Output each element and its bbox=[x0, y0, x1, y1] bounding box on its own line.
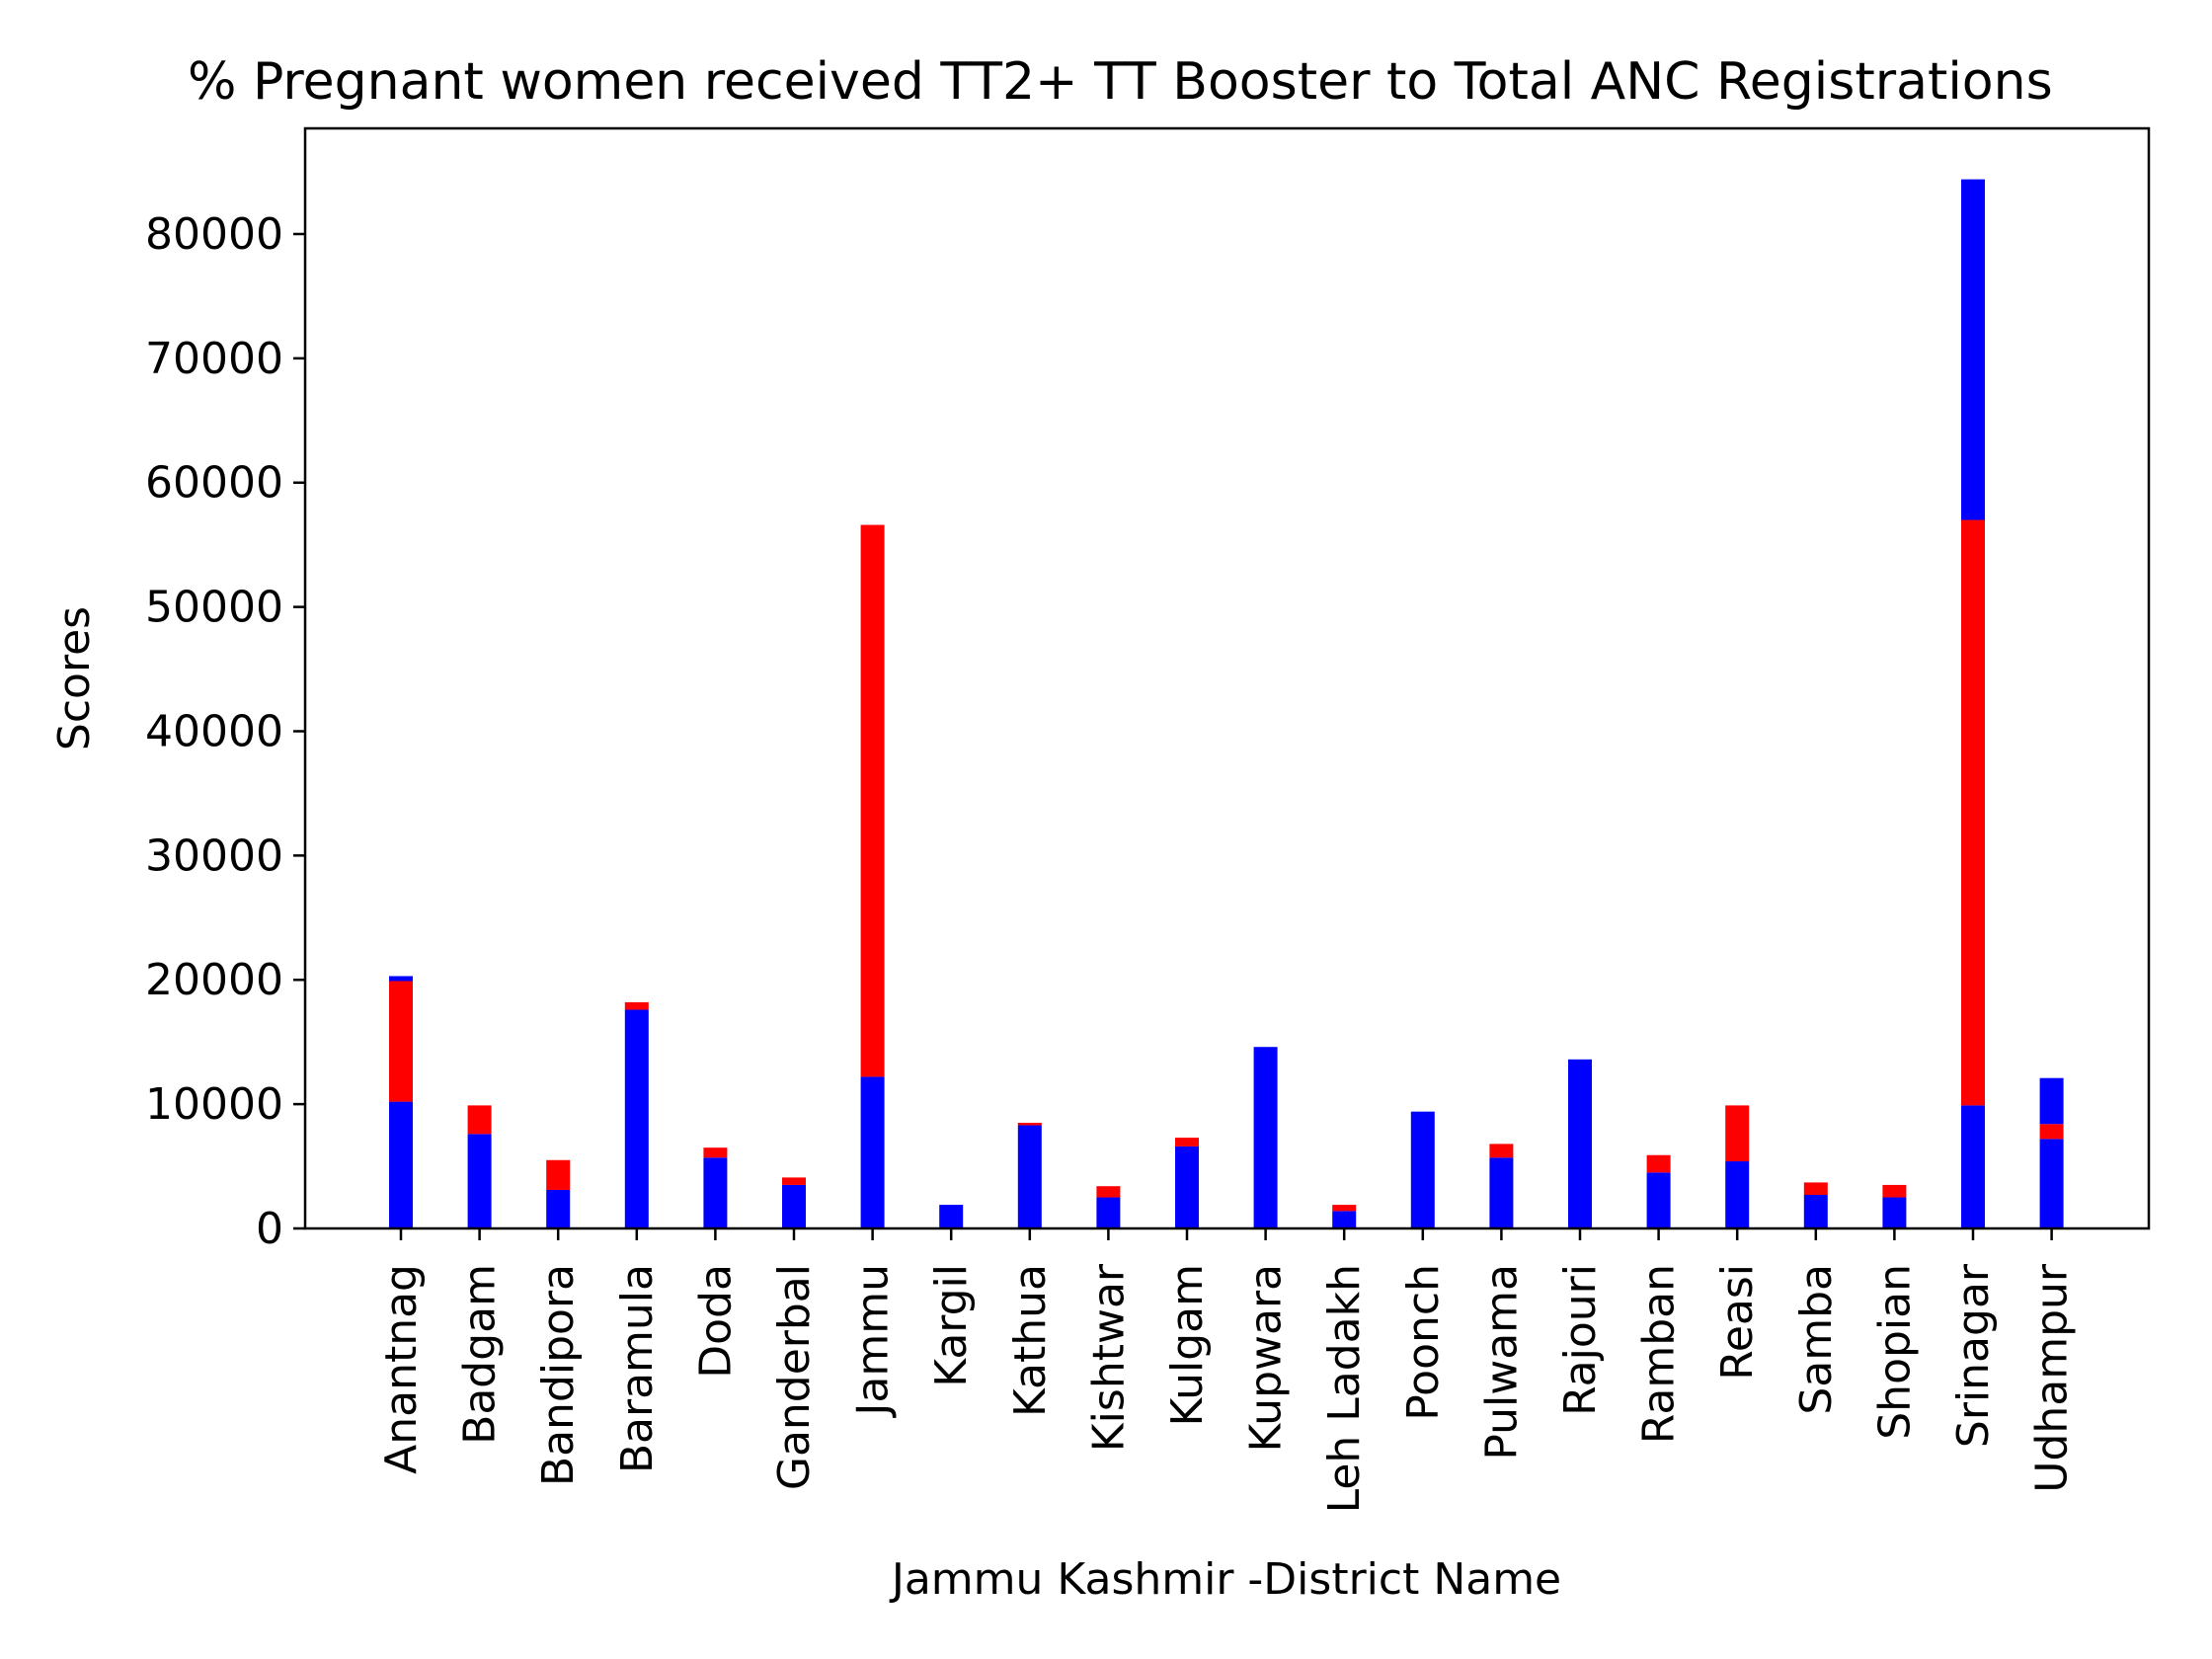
bar-kathua-segment-1 bbox=[1017, 1125, 1042, 1228]
bar-jammu-segment-2 bbox=[860, 524, 885, 1077]
bars bbox=[389, 179, 2064, 1228]
x-tick-label: Kathua bbox=[1005, 1264, 1056, 1417]
y-axis-label: Scores bbox=[49, 606, 100, 750]
x-tick-label: Kishtwar bbox=[1083, 1263, 1134, 1452]
x-tick-label: Ramban bbox=[1634, 1264, 1685, 1444]
bar-udhampur-segment-2 bbox=[2039, 1124, 2064, 1140]
bar-baramula-segment-2 bbox=[624, 1001, 649, 1010]
y-tick-label: 30000 bbox=[145, 830, 283, 881]
x-tick-label: Bandipora bbox=[533, 1264, 584, 1486]
y-tick-label: 10000 bbox=[145, 1079, 283, 1130]
bar-anantnag-segment-2 bbox=[389, 981, 413, 1102]
bar-srinagar-segment-3 bbox=[1961, 179, 1985, 520]
bar-bandipora-segment-1 bbox=[546, 1189, 571, 1228]
bar-kishtwar-segment-1 bbox=[1096, 1197, 1121, 1228]
y-tick-label: 50000 bbox=[145, 583, 283, 633]
bar-leh-ladakh-segment-2 bbox=[1332, 1205, 1357, 1212]
bar-anantnag-segment-1 bbox=[389, 1101, 413, 1228]
bar-kupwara-segment-1 bbox=[1253, 1047, 1278, 1228]
bar-udhampur-segment-3 bbox=[2039, 1077, 2064, 1125]
bar-ganderbal-segment-2 bbox=[782, 1177, 806, 1185]
y-axis-ticks: 0 10000 20000 30000 40000 50000 60000 70000 8000… bbox=[145, 209, 305, 1254]
x-tick-label: Leh Ladakh bbox=[1319, 1264, 1370, 1513]
bar-badgam-segment-1 bbox=[467, 1134, 492, 1228]
x-tick-label: Baramula bbox=[612, 1264, 663, 1473]
x-axis-label: Jammu Kashmir -District Name bbox=[889, 1554, 1561, 1605]
bar-badgam-segment-2 bbox=[467, 1105, 492, 1135]
x-tick-label: Udhampur bbox=[2027, 1263, 2078, 1493]
bar-kargil-segment-1 bbox=[939, 1205, 964, 1228]
bar-anantnag-segment-3 bbox=[389, 976, 413, 982]
bar-doda-segment-1 bbox=[703, 1157, 728, 1228]
x-tick-label: Kulgam bbox=[1162, 1264, 1213, 1427]
bar-shopian-segment-2 bbox=[1882, 1184, 1907, 1198]
x-tick-label: Rajouri bbox=[1555, 1264, 1606, 1416]
y-tick-label: 40000 bbox=[145, 706, 283, 756]
bar-ramban-segment-1 bbox=[1646, 1172, 1671, 1228]
bar-kulgam-segment-1 bbox=[1175, 1146, 1199, 1228]
bar-reasi-segment-1 bbox=[1725, 1161, 1750, 1228]
bar-shopian-segment-1 bbox=[1882, 1197, 1907, 1228]
bar-samba-segment-1 bbox=[1803, 1195, 1828, 1228]
bar-baramula-segment-1 bbox=[624, 1009, 649, 1228]
bar-srinagar-segment-2 bbox=[1961, 519, 1985, 1106]
y-tick-label: 80000 bbox=[145, 209, 283, 260]
bar-doda-segment-2 bbox=[703, 1147, 728, 1158]
bar-samba-segment-2 bbox=[1803, 1182, 1828, 1196]
x-tick-label: Reasi bbox=[1712, 1264, 1763, 1381]
bar-poonch-segment-1 bbox=[1410, 1111, 1435, 1228]
x-tick-label: Ganderbal bbox=[769, 1264, 820, 1490]
x-tick-label: Badgam bbox=[455, 1264, 506, 1445]
x-tick-label: Kargil bbox=[926, 1264, 977, 1387]
bar-pulwama-segment-1 bbox=[1489, 1157, 1514, 1228]
bar-kathua-segment-2 bbox=[1017, 1123, 1042, 1126]
bar-bandipora-segment-2 bbox=[546, 1159, 571, 1190]
bar-kishtwar-segment-2 bbox=[1096, 1186, 1121, 1198]
y-tick-label: 0 bbox=[256, 1204, 283, 1254]
plot-frame bbox=[303, 126, 2151, 1230]
y-tick-label: 20000 bbox=[145, 955, 283, 1005]
x-tick-label: Jammu bbox=[848, 1264, 899, 1419]
x-tick-label: Srinagar bbox=[1948, 1263, 1999, 1448]
x-tick-label: Samba bbox=[1791, 1264, 1842, 1415]
y-tick-label: 70000 bbox=[145, 334, 283, 384]
x-tick-label: Pulwama bbox=[1476, 1264, 1527, 1461]
bar-jammu-segment-1 bbox=[860, 1076, 885, 1228]
x-tick-label: Doda bbox=[690, 1264, 741, 1379]
bar-reasi-segment-2 bbox=[1725, 1105, 1750, 1162]
bar-rajouri-segment-1 bbox=[1568, 1059, 1592, 1228]
x-tick-label: Shopian bbox=[1869, 1264, 1920, 1440]
y-tick-label: 60000 bbox=[145, 458, 283, 509]
x-tick-label: Anantnag bbox=[376, 1264, 427, 1474]
chart-title: % Pregnant women received TT2+ TT Booste… bbox=[188, 52, 2053, 112]
bar-ramban-segment-2 bbox=[1646, 1154, 1671, 1173]
x-tick-label: Kupwara bbox=[1241, 1264, 1292, 1452]
bar-udhampur-segment-1 bbox=[2039, 1139, 2064, 1228]
x-axis-ticks: Anantnag Badgam Bandipora Baramula Doda Gande… bbox=[376, 1228, 2078, 1513]
bar-srinagar-segment-1 bbox=[1961, 1105, 1985, 1228]
x-tick-label: Poonch bbox=[1398, 1264, 1449, 1421]
bar-leh-ladakh-segment-1 bbox=[1332, 1211, 1357, 1228]
bar-kulgam-segment-2 bbox=[1175, 1138, 1199, 1146]
bar-pulwama-segment-2 bbox=[1489, 1144, 1514, 1158]
bar-ganderbal-segment-1 bbox=[782, 1184, 806, 1228]
